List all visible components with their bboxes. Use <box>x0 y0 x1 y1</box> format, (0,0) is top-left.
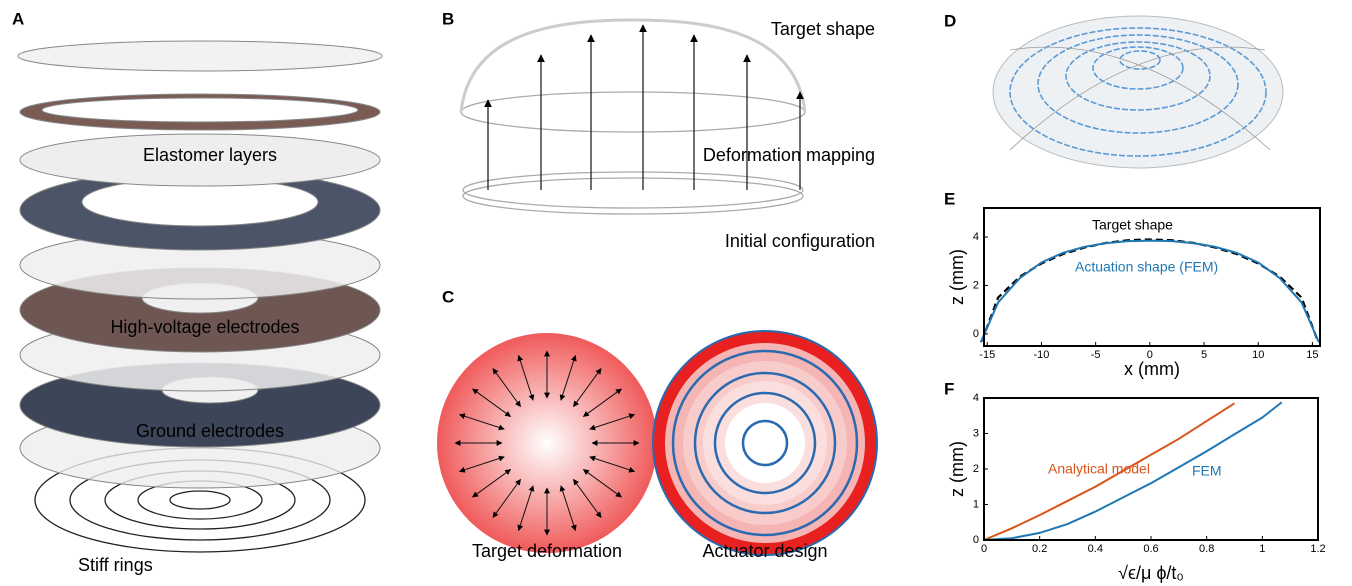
x-tick-label: 0.6 <box>1143 543 1158 555</box>
x-tick-label: 10 <box>1252 349 1264 361</box>
x-tick-label: 5 <box>1201 349 1207 361</box>
x-tick-label: 0.4 <box>1088 543 1103 555</box>
figure: A Elastomer layers High-voltage electrod… <box>0 0 1352 586</box>
annotation: Actuator design <box>702 541 827 561</box>
panel-label: A <box>12 9 24 28</box>
y-tick-label: 2 <box>973 279 979 291</box>
annotation: High-voltage electrodes <box>110 317 299 337</box>
annotation: Target shape <box>1092 217 1173 233</box>
annotation: Initial configuration <box>725 231 875 251</box>
x-tick-label: 15 <box>1306 349 1318 361</box>
annotation: Target shape <box>771 19 875 39</box>
y-axis-label: z (mm) <box>947 249 967 305</box>
data-line <box>981 241 1319 343</box>
y-tick-label: 3 <box>973 427 979 439</box>
actuator-design <box>653 331 877 555</box>
layer-stack <box>18 41 382 552</box>
x-axis-label: √ϵ/μ ϕ/t₀ <box>1118 563 1184 583</box>
x-axis-label: x (mm) <box>1124 359 1180 379</box>
annotation: FEM <box>1192 463 1222 479</box>
x-tick-label: -15 <box>979 349 995 361</box>
x-tick-label: 1.2 <box>1310 543 1325 555</box>
annotation: Analytical model <box>1048 461 1150 477</box>
x-tick-label: 0.8 <box>1199 543 1214 555</box>
x-tick-label: 1 <box>1259 543 1265 555</box>
annotation: Elastomer layers <box>143 145 277 165</box>
data-line <box>982 239 1318 341</box>
panel-label: D <box>944 11 956 30</box>
arrows <box>488 25 800 190</box>
x-tick-label: 0.2 <box>1032 543 1047 555</box>
y-tick-label: 1 <box>973 498 979 510</box>
y-tick-label: 4 <box>973 231 979 243</box>
x-tick-label: 0 <box>981 543 987 555</box>
y-axis-label: z (mm) <box>947 441 967 497</box>
annotation: Ground electrodes <box>136 421 284 441</box>
panel-label: C <box>442 287 454 306</box>
x-tick-label: -5 <box>1091 349 1101 361</box>
panel-label: E <box>944 189 955 208</box>
dome-render <box>993 16 1283 168</box>
electrode-hole <box>42 98 358 122</box>
x-tick-label: -10 <box>1033 349 1049 361</box>
y-tick-label: 2 <box>973 463 979 475</box>
dome-illustration <box>461 20 805 214</box>
y-tick-label: 4 <box>973 392 979 404</box>
annotation: Actuation shape (FEM) <box>1075 259 1218 275</box>
elastomer-disc <box>18 41 382 71</box>
annotation: Deformation mapping <box>703 145 875 165</box>
panel-label: B <box>442 9 454 28</box>
page: A Elastomer layers High-voltage electrod… <box>0 0 1352 586</box>
annotation: Target deformation <box>472 541 622 561</box>
y-tick-label: 0 <box>973 534 979 546</box>
y-tick-label: 0 <box>973 328 979 340</box>
panel-label: F <box>944 379 954 398</box>
annotation: Stiff rings <box>78 555 153 575</box>
